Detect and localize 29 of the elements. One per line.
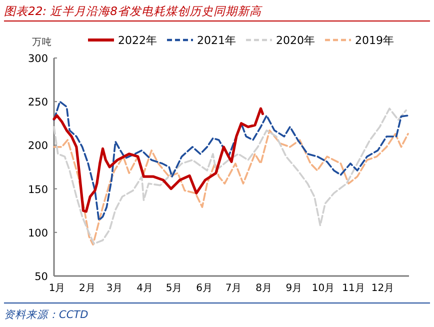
line-series [52,107,264,213]
text: 资料来源：CCTD [4,309,88,321]
line-series [53,100,409,222]
legend-label: 2020年 [276,34,315,47]
legend-label: 2021年 [197,34,236,47]
x-tick-label: 2月 [79,283,96,294]
x-tick-label: 9月 [286,283,302,294]
y-tick-label: 50 [34,271,48,283]
x-tick-label: 10月 [312,283,335,294]
x-tick-label: 6月 [196,283,212,294]
x-tick-label: 4月 [136,283,153,294]
line-series [53,108,407,245]
x-tick-label: 12月 [371,283,394,294]
x-tick-label: 1月 [48,283,66,294]
x-tick-label: 5月 [166,283,182,294]
chart-title: 图表22: 近半月沿海8省发电耗煤创历史同期新高 [4,4,262,18]
y-tick-label: 100 [28,227,48,240]
x-tick-label: 8月 [256,283,272,294]
y-tick-label: 200 [28,140,48,152]
legend-label: 2022年 [118,34,157,47]
x-tick-label: 7月 [225,283,242,294]
y-tick-label: 300 [28,53,48,65]
legend-label: 2019年 [355,34,394,47]
y-tick-label: 250 [28,96,48,109]
y-axis-title: 万吨 [32,36,52,48]
line-series [53,129,409,246]
x-tick-label: 3月 [106,283,123,294]
y-tick-label: 150 [28,184,48,196]
x-tick-label: 11月 [342,283,365,294]
